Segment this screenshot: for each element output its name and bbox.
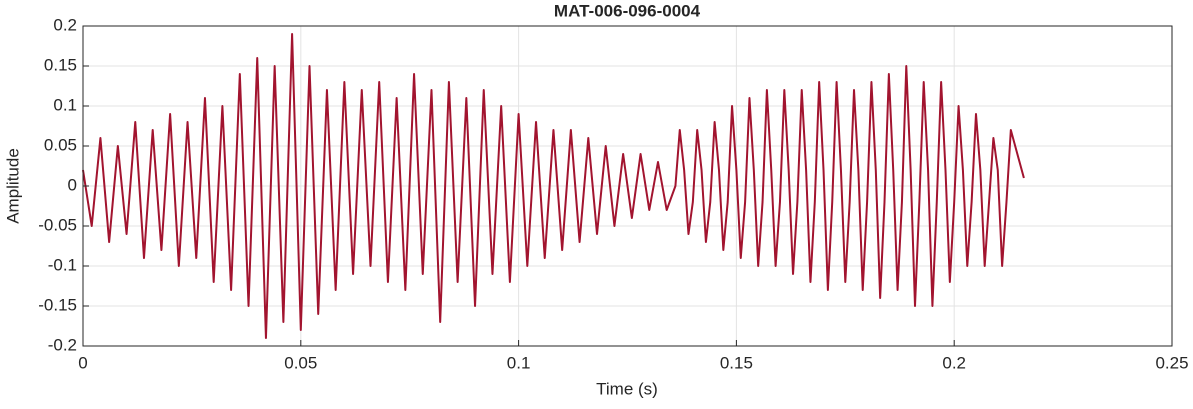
x-tick-label: 0	[78, 353, 87, 372]
y-axis-label: Amplitude	[3, 148, 22, 224]
y-tick-label: -0.2	[48, 335, 77, 354]
y-tick-label: -0.05	[38, 215, 77, 234]
chart-title: MAT-006-096-0004	[554, 1, 701, 20]
y-tick-label: -0.15	[38, 295, 77, 314]
x-tick-label: 0.1	[507, 353, 531, 372]
y-tick-label: 0.05	[44, 135, 77, 154]
x-axis-label: Time (s)	[596, 379, 658, 398]
x-tick-label: 0.15	[720, 353, 753, 372]
y-tick-label: 0.1	[53, 95, 77, 114]
plot-area	[82, 33, 1025, 339]
y-tick-label: -0.1	[48, 255, 77, 274]
y-tick-label: 0	[68, 175, 77, 194]
y-tick-label: 0.15	[44, 55, 77, 74]
y-tick-label: 0.2	[53, 15, 77, 34]
waveform-line	[82, 33, 1025, 339]
x-tick-label: 0.05	[284, 353, 317, 372]
x-tick-label: 0.25	[1155, 353, 1188, 372]
x-tick-label: 0.2	[942, 353, 966, 372]
